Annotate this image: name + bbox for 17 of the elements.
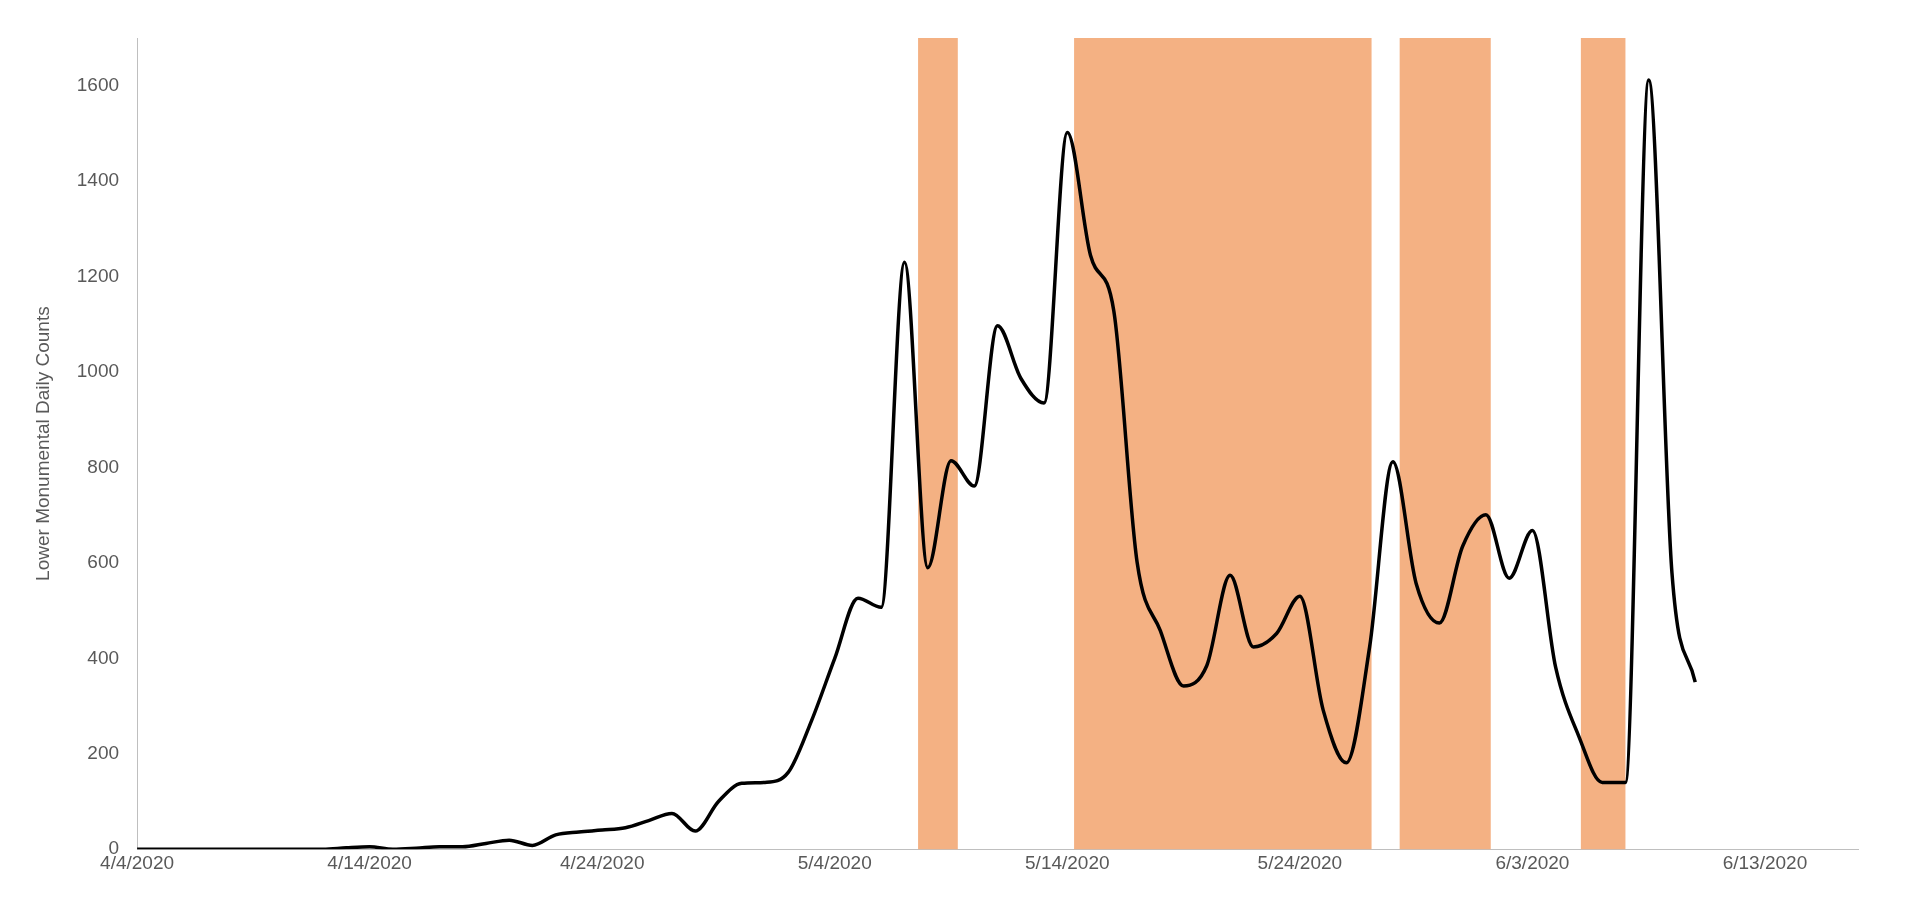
y-axis-title: Lower Monumental Daily Counts	[31, 306, 53, 581]
y-tick-label: 1600	[76, 73, 120, 95]
y-tick-label: 1200	[76, 264, 120, 286]
x-tick-label: 5/24/2020	[1257, 851, 1343, 873]
x-tick-label: 5/14/2020	[1025, 851, 1110, 873]
x-tick-label: 4/14/2020	[327, 851, 412, 873]
y-tick-label: 200	[87, 742, 120, 763]
x-tick-label: 6/3/2020	[1495, 851, 1570, 873]
y-tick-label: 1400	[76, 169, 120, 191]
y-tick-label: 800	[87, 455, 120, 477]
y-tick-label: 400	[87, 646, 120, 668]
x-tick-label: 6/13/2020	[1722, 851, 1808, 873]
line-series	[137, 78, 1697, 850]
y-tick-label: 1000	[76, 360, 120, 382]
x-tick-label: 4/24/2020	[559, 851, 645, 873]
x-tick-label: 5/4/2020	[797, 851, 872, 873]
y-tick-label: 600	[87, 551, 120, 573]
